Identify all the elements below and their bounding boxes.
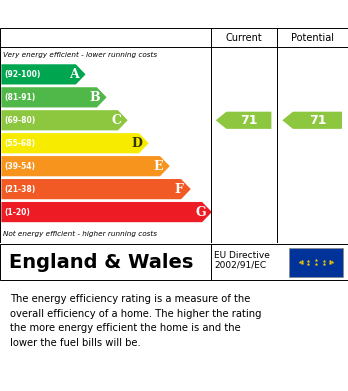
Polygon shape xyxy=(282,112,342,129)
Polygon shape xyxy=(1,110,128,130)
Text: B: B xyxy=(90,91,101,104)
Text: E: E xyxy=(153,160,163,173)
Text: F: F xyxy=(175,183,184,196)
Text: G: G xyxy=(195,206,206,219)
Text: (92-100): (92-100) xyxy=(4,70,41,79)
Polygon shape xyxy=(1,156,170,176)
Text: 71: 71 xyxy=(309,114,326,127)
Text: 71: 71 xyxy=(240,114,258,127)
Polygon shape xyxy=(216,112,271,129)
Text: The energy efficiency rating is a measure of the
overall efficiency of a home. T: The energy efficiency rating is a measur… xyxy=(10,294,262,348)
Text: Very energy efficient - lower running costs: Very energy efficient - lower running co… xyxy=(3,52,158,57)
Text: England & Wales: England & Wales xyxy=(9,253,193,272)
Polygon shape xyxy=(1,202,212,222)
Text: A: A xyxy=(69,68,79,81)
Text: EU Directive
2002/91/EC: EU Directive 2002/91/EC xyxy=(214,251,270,270)
Text: (55-68): (55-68) xyxy=(4,139,35,148)
Text: (81-91): (81-91) xyxy=(4,93,35,102)
Text: (69-80): (69-80) xyxy=(4,116,35,125)
Text: Current: Current xyxy=(225,32,262,43)
Text: Not energy efficient - higher running costs: Not energy efficient - higher running co… xyxy=(3,230,158,237)
Bar xyxy=(289,248,343,276)
Text: (1-20): (1-20) xyxy=(4,208,30,217)
Text: C: C xyxy=(111,114,121,127)
Polygon shape xyxy=(1,133,149,153)
Text: Energy Efficiency Rating: Energy Efficiency Rating xyxy=(9,7,230,22)
Text: D: D xyxy=(132,137,143,150)
Polygon shape xyxy=(1,179,191,199)
Text: Potential: Potential xyxy=(291,32,334,43)
Polygon shape xyxy=(1,64,86,84)
Text: (39-54): (39-54) xyxy=(4,161,35,171)
Polygon shape xyxy=(1,87,106,108)
Text: (21-38): (21-38) xyxy=(4,185,35,194)
